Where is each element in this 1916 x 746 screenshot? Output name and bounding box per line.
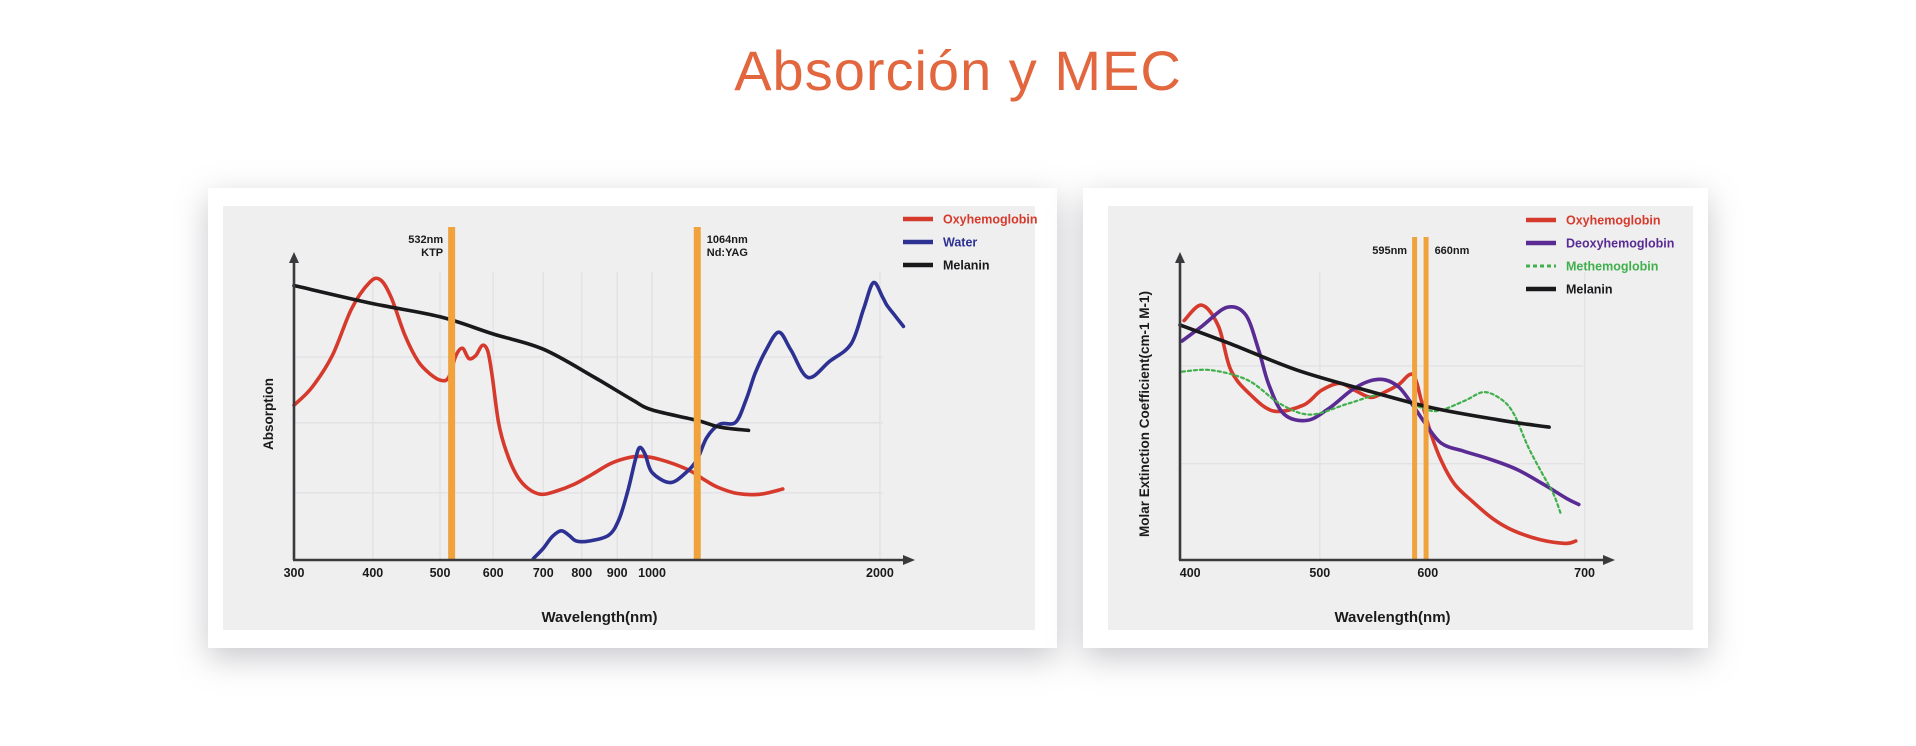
mec-chart-panel: [1108, 206, 1693, 630]
absorption-chart-panel: [223, 206, 1035, 630]
page-title: Absorción y MEC: [734, 39, 1182, 102]
